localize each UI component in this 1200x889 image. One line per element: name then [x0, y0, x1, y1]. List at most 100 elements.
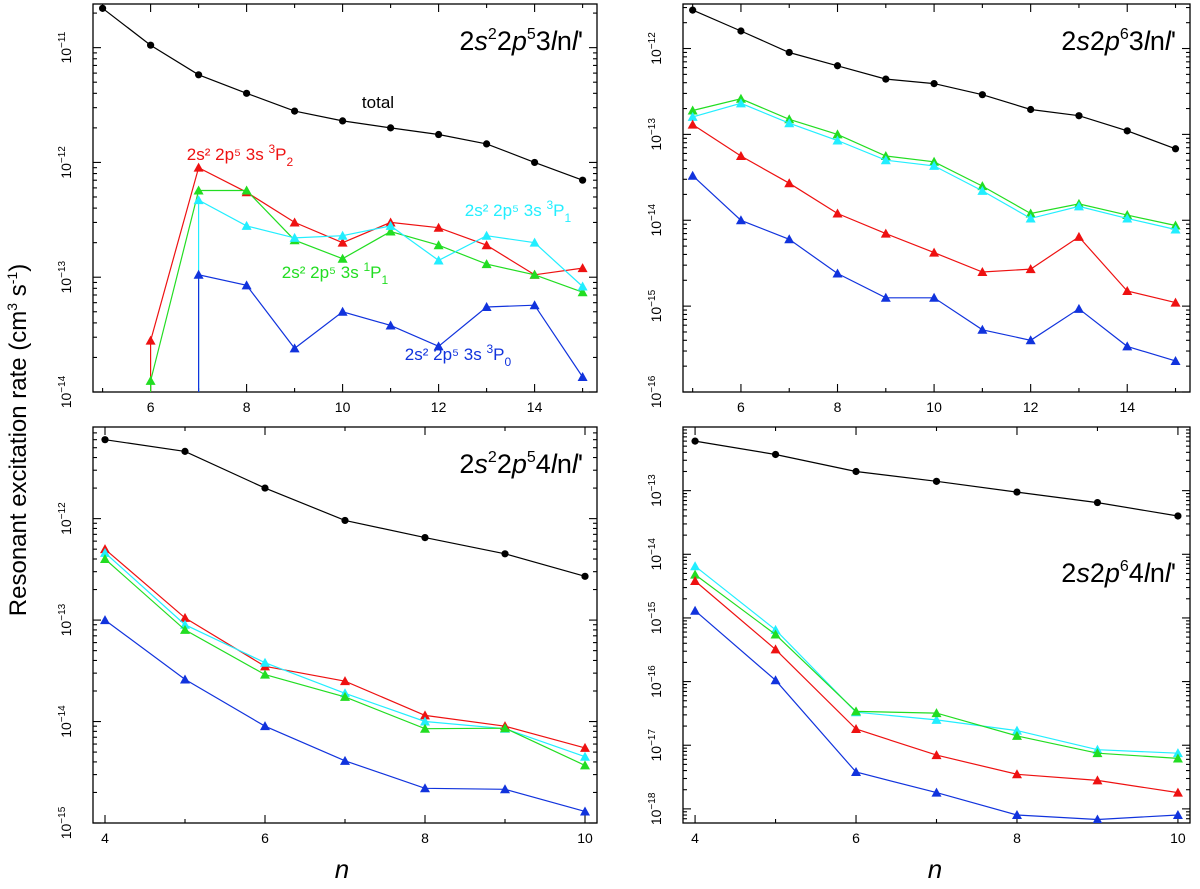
- data-point-blue: [340, 755, 350, 765]
- x-tick-label: 8: [243, 399, 251, 415]
- data-point-cyan: [1025, 213, 1036, 223]
- y-tick-label: 10−18: [647, 792, 664, 825]
- data-point-red: [770, 644, 781, 654]
- data-point-cyan: [580, 751, 590, 761]
- x-tick-label: 8: [834, 399, 842, 415]
- plot-frame: [682, 426, 1191, 824]
- data-point-total: [261, 484, 269, 492]
- data-point-total: [1075, 112, 1083, 120]
- data-point-1P1: [193, 185, 204, 195]
- data-point-total: [1174, 512, 1182, 520]
- data-point-blue: [420, 783, 430, 793]
- x-tick-label: 10: [926, 399, 942, 415]
- panel-title: 2s22p53lnl': [459, 26, 583, 56]
- data-point-total: [387, 124, 395, 132]
- data-point-red: [832, 208, 843, 218]
- y-tick-label: 10−15: [647, 289, 664, 322]
- data-point-blue: [1011, 810, 1022, 820]
- panel-bottom-right: 10−18 10−17 10−16 10−15 10−14 10−13 4 6 8 10 2s2p6…: [647, 426, 1191, 846]
- data-point-cyan: [100, 547, 110, 557]
- data-point-blue: [832, 268, 843, 278]
- data-point-total: [501, 550, 509, 558]
- x-tick-label: 4: [691, 830, 699, 846]
- series-line-blue: [692, 175, 1176, 362]
- data-point-red: [931, 750, 942, 760]
- data-point-green: [260, 669, 270, 679]
- data-point-total: [1027, 105, 1035, 114]
- data-point-total: [1013, 488, 1021, 496]
- data-point-green: [100, 554, 110, 563]
- series-line-red: [692, 124, 1176, 304]
- data-point-blue: [687, 170, 698, 180]
- data-point-3P1: [577, 281, 588, 291]
- y-axis-label: Resonant excitation rate (cm3 s-1): [4, 264, 32, 616]
- data-point-cyan: [687, 111, 698, 121]
- data-point-green: [1025, 208, 1036, 218]
- data-point-total: [531, 158, 539, 167]
- data-point-total: [243, 89, 251, 97]
- data-point-red: [1073, 231, 1084, 241]
- data-point-total: [181, 447, 189, 455]
- data-point-red: [851, 723, 862, 733]
- data-point-total: [99, 4, 107, 12]
- x-tick-label: 12: [431, 399, 447, 415]
- data-point-total: [483, 140, 491, 148]
- y-tick-label: 10−13: [57, 261, 74, 294]
- y-tick-label: 10−14: [57, 705, 74, 738]
- data-point-1P1: [529, 269, 540, 279]
- y-tick-label: 10−15: [57, 806, 74, 839]
- series-annotation: 2s² 2p⁵ 3s 3P0: [405, 342, 512, 369]
- x-tick-label: 10: [577, 830, 593, 846]
- plot-frame: [682, 3, 1191, 393]
- x-axis-label-left: n: [335, 854, 349, 884]
- plot-frame: [92, 3, 598, 393]
- series-line-red: [694, 580, 1178, 794]
- x-tick-label: 10: [335, 399, 351, 415]
- data-point-green: [1172, 753, 1183, 763]
- y-tick-label: 10−16: [647, 665, 664, 698]
- data-point-red: [784, 178, 795, 188]
- panel-title: 2s2p63lnl': [1061, 26, 1176, 56]
- x-tick-label: 6: [737, 399, 745, 415]
- y-tick-label: 10−15: [647, 601, 664, 634]
- data-point-cyan: [929, 160, 940, 170]
- data-point-3P2: [433, 222, 444, 232]
- data-point-red: [1170, 297, 1181, 307]
- series-line-blue: [104, 619, 586, 812]
- data-point-total: [882, 75, 890, 83]
- data-point-total: [195, 71, 203, 79]
- data-point-cyan: [690, 561, 701, 571]
- data-point-3P1: [433, 255, 444, 265]
- data-point-red: [580, 742, 590, 752]
- data-point-3P2: [337, 237, 348, 247]
- data-point-red: [690, 576, 701, 586]
- data-point-red: [180, 612, 190, 622]
- series-line-red: [104, 548, 586, 749]
- series-annotation: total: [362, 93, 394, 112]
- x-tick-label: 4: [101, 830, 109, 846]
- data-point-1P1: [145, 375, 156, 385]
- data-point-total: [1093, 498, 1102, 507]
- data-point-green: [500, 723, 510, 733]
- data-point-3P2: [145, 335, 156, 345]
- data-point-3P2: [289, 217, 300, 227]
- data-point-blue: [735, 215, 746, 225]
- data-point-cyan: [260, 657, 270, 667]
- y-tick-label: 10−13: [57, 603, 74, 636]
- series-line-3P1: [198, 199, 584, 392]
- data-point-green: [420, 723, 430, 733]
- data-point-cyan: [180, 619, 190, 629]
- data-point-total: [691, 437, 699, 445]
- x-tick-label: 6: [261, 830, 269, 846]
- data-point-total: [785, 48, 793, 57]
- y-tick-label: 10−17: [647, 729, 664, 762]
- data-point-total: [737, 27, 745, 35]
- data-point-3P0: [481, 302, 492, 312]
- data-point-total: [435, 130, 443, 139]
- data-point-red: [880, 228, 891, 238]
- data-point-red: [687, 119, 698, 129]
- data-point-blue: [977, 324, 988, 334]
- y-tick-label: 10−12: [57, 502, 74, 535]
- x-tick-label: 12: [1023, 399, 1039, 415]
